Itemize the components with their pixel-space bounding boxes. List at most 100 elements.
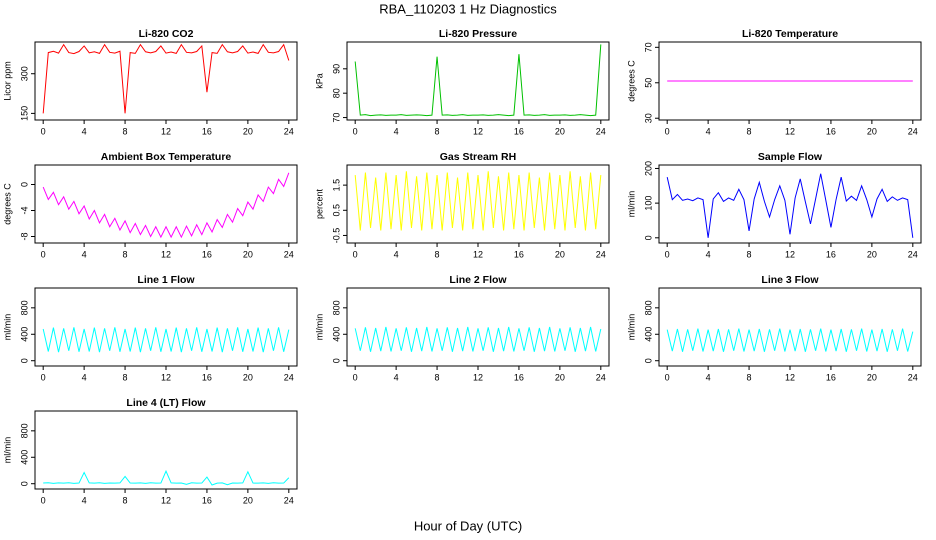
x-tick-label: 16 <box>202 126 212 136</box>
x-tick-label: 16 <box>202 372 212 382</box>
panel-title: Line 1 Flow <box>137 274 195 286</box>
panel-title: Line 4 (LT) Flow <box>126 397 206 409</box>
y-tick-label: 30 <box>643 113 653 123</box>
y-axis-label: ml/min <box>626 314 636 341</box>
data-line <box>666 328 914 352</box>
y-tick-label: 0 <box>643 235 653 240</box>
x-tick-label: 16 <box>514 249 524 259</box>
y-axis-label: degrees C <box>626 60 636 102</box>
y-tick-label: -4 <box>19 206 29 214</box>
y-tick-label: 0 <box>19 182 29 187</box>
panel-title: Gas Stream RH <box>440 151 516 163</box>
y-axis-label: kPa <box>314 73 324 89</box>
x-tick-label: 8 <box>747 249 752 259</box>
x-tick-label: 0 <box>41 126 46 136</box>
data-line <box>354 326 602 352</box>
x-tick-label: 4 <box>394 249 399 259</box>
x-tick-label: 12 <box>785 372 795 382</box>
x-tick-label: 24 <box>596 126 606 136</box>
x-tick-label: 8 <box>123 126 128 136</box>
x-tick-label: 8 <box>123 372 128 382</box>
x-tick-label: 12 <box>161 249 171 259</box>
plot-frame <box>658 287 922 367</box>
y-tick-label: 70 <box>643 42 653 52</box>
x-tick-label: 12 <box>785 249 795 259</box>
y-axis-label: percent <box>314 188 324 219</box>
data-line <box>42 172 290 239</box>
x-tick-label: 4 <box>394 126 399 136</box>
y-tick-label: 0.5 <box>331 204 341 217</box>
x-tick-label: 8 <box>435 126 440 136</box>
x-tick-label: 12 <box>161 495 171 505</box>
x-tick-label: 0 <box>665 249 670 259</box>
plot-frame <box>34 410 298 490</box>
x-tick-label: 8 <box>123 249 128 259</box>
x-tick-label: 8 <box>747 372 752 382</box>
x-tick-label: 4 <box>706 249 711 259</box>
y-tick-label: 200 <box>643 161 653 176</box>
x-tick-label: 24 <box>596 372 606 382</box>
y-axis-label: ml/min <box>2 314 12 341</box>
x-tick-label: 16 <box>202 495 212 505</box>
x-tick-label: 20 <box>555 249 565 259</box>
x-tick-label: 8 <box>435 249 440 259</box>
y-tick-label: 70 <box>331 113 341 123</box>
y-tick-label: 400 <box>331 327 341 342</box>
x-tick-label: 24 <box>284 372 294 382</box>
y-tick-label: -8 <box>19 232 29 240</box>
x-tick-label: 16 <box>826 126 836 136</box>
x-tick-label: 8 <box>123 495 128 505</box>
y-tick-label: 800 <box>331 300 341 315</box>
panel-title: Line 3 Flow <box>761 274 819 286</box>
x-tick-label: 16 <box>514 126 524 136</box>
y-tick-label: 800 <box>643 300 653 315</box>
y-tick-label: 50 <box>643 78 653 88</box>
y-tick-label: 800 <box>19 300 29 315</box>
x-tick-label: 8 <box>747 126 752 136</box>
x-tick-label: 24 <box>284 126 294 136</box>
x-tick-label: 0 <box>41 372 46 382</box>
y-tick-label: 400 <box>19 450 29 465</box>
x-tick-label: 20 <box>243 126 253 136</box>
plot-frame <box>34 287 298 367</box>
x-tick-label: 0 <box>665 372 670 382</box>
y-axis-label: degrees C <box>2 183 12 225</box>
data-line <box>354 44 602 117</box>
y-tick-label: 800 <box>19 423 29 438</box>
x-tick-label: 20 <box>867 126 877 136</box>
x-tick-label: 20 <box>867 249 877 259</box>
x-tick-label: 20 <box>243 372 253 382</box>
y-tick-label: 0 <box>19 358 29 363</box>
x-tick-label: 4 <box>82 495 87 505</box>
y-tick-label: 300 <box>19 66 29 81</box>
y-tick-label: 100 <box>643 196 653 211</box>
data-line <box>42 43 290 114</box>
x-tick-label: 4 <box>82 372 87 382</box>
x-tick-label: 24 <box>284 249 294 259</box>
x-tick-label: 20 <box>867 372 877 382</box>
x-tick-label: 4 <box>82 249 87 259</box>
y-axis-label: ml/min <box>626 191 636 218</box>
x-tick-label: 24 <box>908 372 918 382</box>
x-tick-label: 12 <box>785 126 795 136</box>
y-tick-label: 400 <box>19 327 29 342</box>
panel-title: Sample Flow <box>758 151 823 163</box>
x-tick-label: 20 <box>243 495 253 505</box>
x-tick-label: 20 <box>555 126 565 136</box>
y-tick-label: 1.5 <box>331 179 341 192</box>
y-axis-label: Licor ppm <box>2 61 12 101</box>
x-tick-label: 4 <box>706 372 711 382</box>
x-tick-label: 0 <box>41 495 46 505</box>
panel-title: Ambient Box Temperature <box>101 151 232 163</box>
y-tick-label: 90 <box>331 64 341 74</box>
y-tick-label: 0 <box>643 358 653 363</box>
x-tick-label: 0 <box>353 372 358 382</box>
plot-frame <box>346 41 610 121</box>
y-tick-label: 400 <box>643 327 653 342</box>
x-tick-label: 8 <box>435 372 440 382</box>
x-tick-label: 0 <box>41 249 46 259</box>
x-tick-label: 12 <box>473 372 483 382</box>
x-tick-label: 0 <box>665 126 670 136</box>
panel-title: Li-820 Pressure <box>439 28 517 40</box>
y-tick-label: 80 <box>331 88 341 98</box>
